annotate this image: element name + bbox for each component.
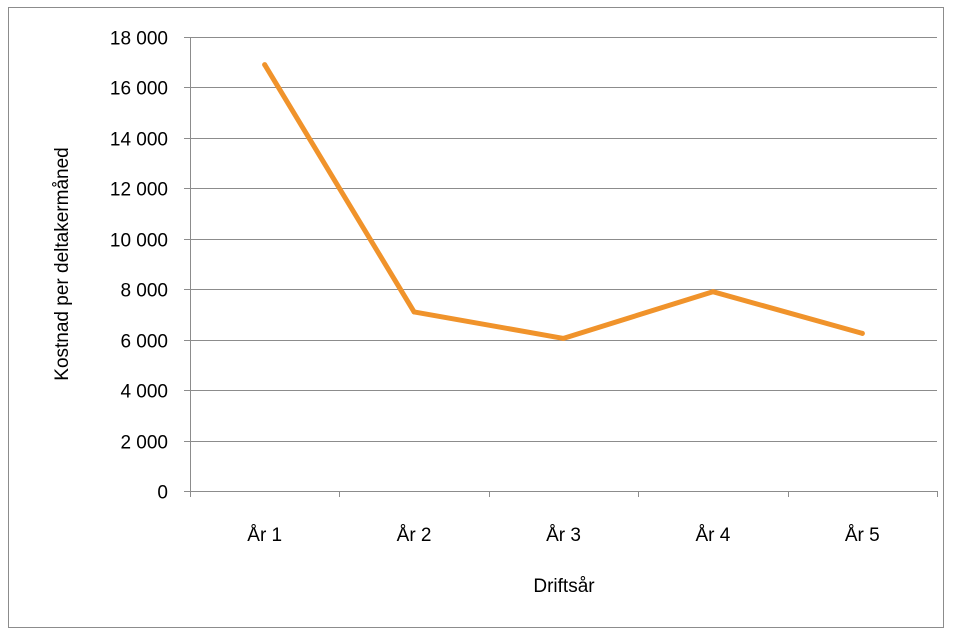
y-tick-label: 8 000 xyxy=(120,281,168,302)
series-line xyxy=(262,62,865,341)
data-point xyxy=(561,335,566,341)
axes xyxy=(184,37,938,497)
x-tick-label: År 5 xyxy=(845,525,880,546)
x-tick-label: År 4 xyxy=(695,525,730,546)
data-point xyxy=(262,62,268,68)
y-tick-label: 4 000 xyxy=(120,382,168,403)
y-tick-label: 0 xyxy=(157,483,168,504)
y-axis-title: Kostnad per deltakermåned xyxy=(52,147,73,380)
x-axis-title: Driftsår xyxy=(533,576,595,597)
x-tick-label: År 3 xyxy=(546,525,581,546)
data-point xyxy=(710,289,716,295)
chart-area xyxy=(8,7,944,628)
y-tick-label: 6 000 xyxy=(120,332,168,353)
gridlines xyxy=(190,37,937,442)
x-tick-label: År 2 xyxy=(397,525,432,546)
y-tick-label: 14 000 xyxy=(110,130,168,151)
y-tick-label: 12 000 xyxy=(110,180,168,201)
data-point xyxy=(411,309,417,315)
x-tick-label: År 1 xyxy=(247,525,282,546)
data-point xyxy=(859,330,865,336)
y-tick-label: 16 000 xyxy=(110,79,168,100)
series xyxy=(262,62,865,341)
y-tick-label: 18 000 xyxy=(110,29,168,50)
y-tick-label: 10 000 xyxy=(110,231,168,252)
x-tick-labels: År 1 År 2 År 3 År 4 År 5 xyxy=(247,525,879,546)
y-tick-labels: 0 2 000 4 000 6 000 8 000 10 000 12 000 14 000 1… xyxy=(110,29,168,504)
y-tick-label: 2 000 xyxy=(120,433,168,454)
